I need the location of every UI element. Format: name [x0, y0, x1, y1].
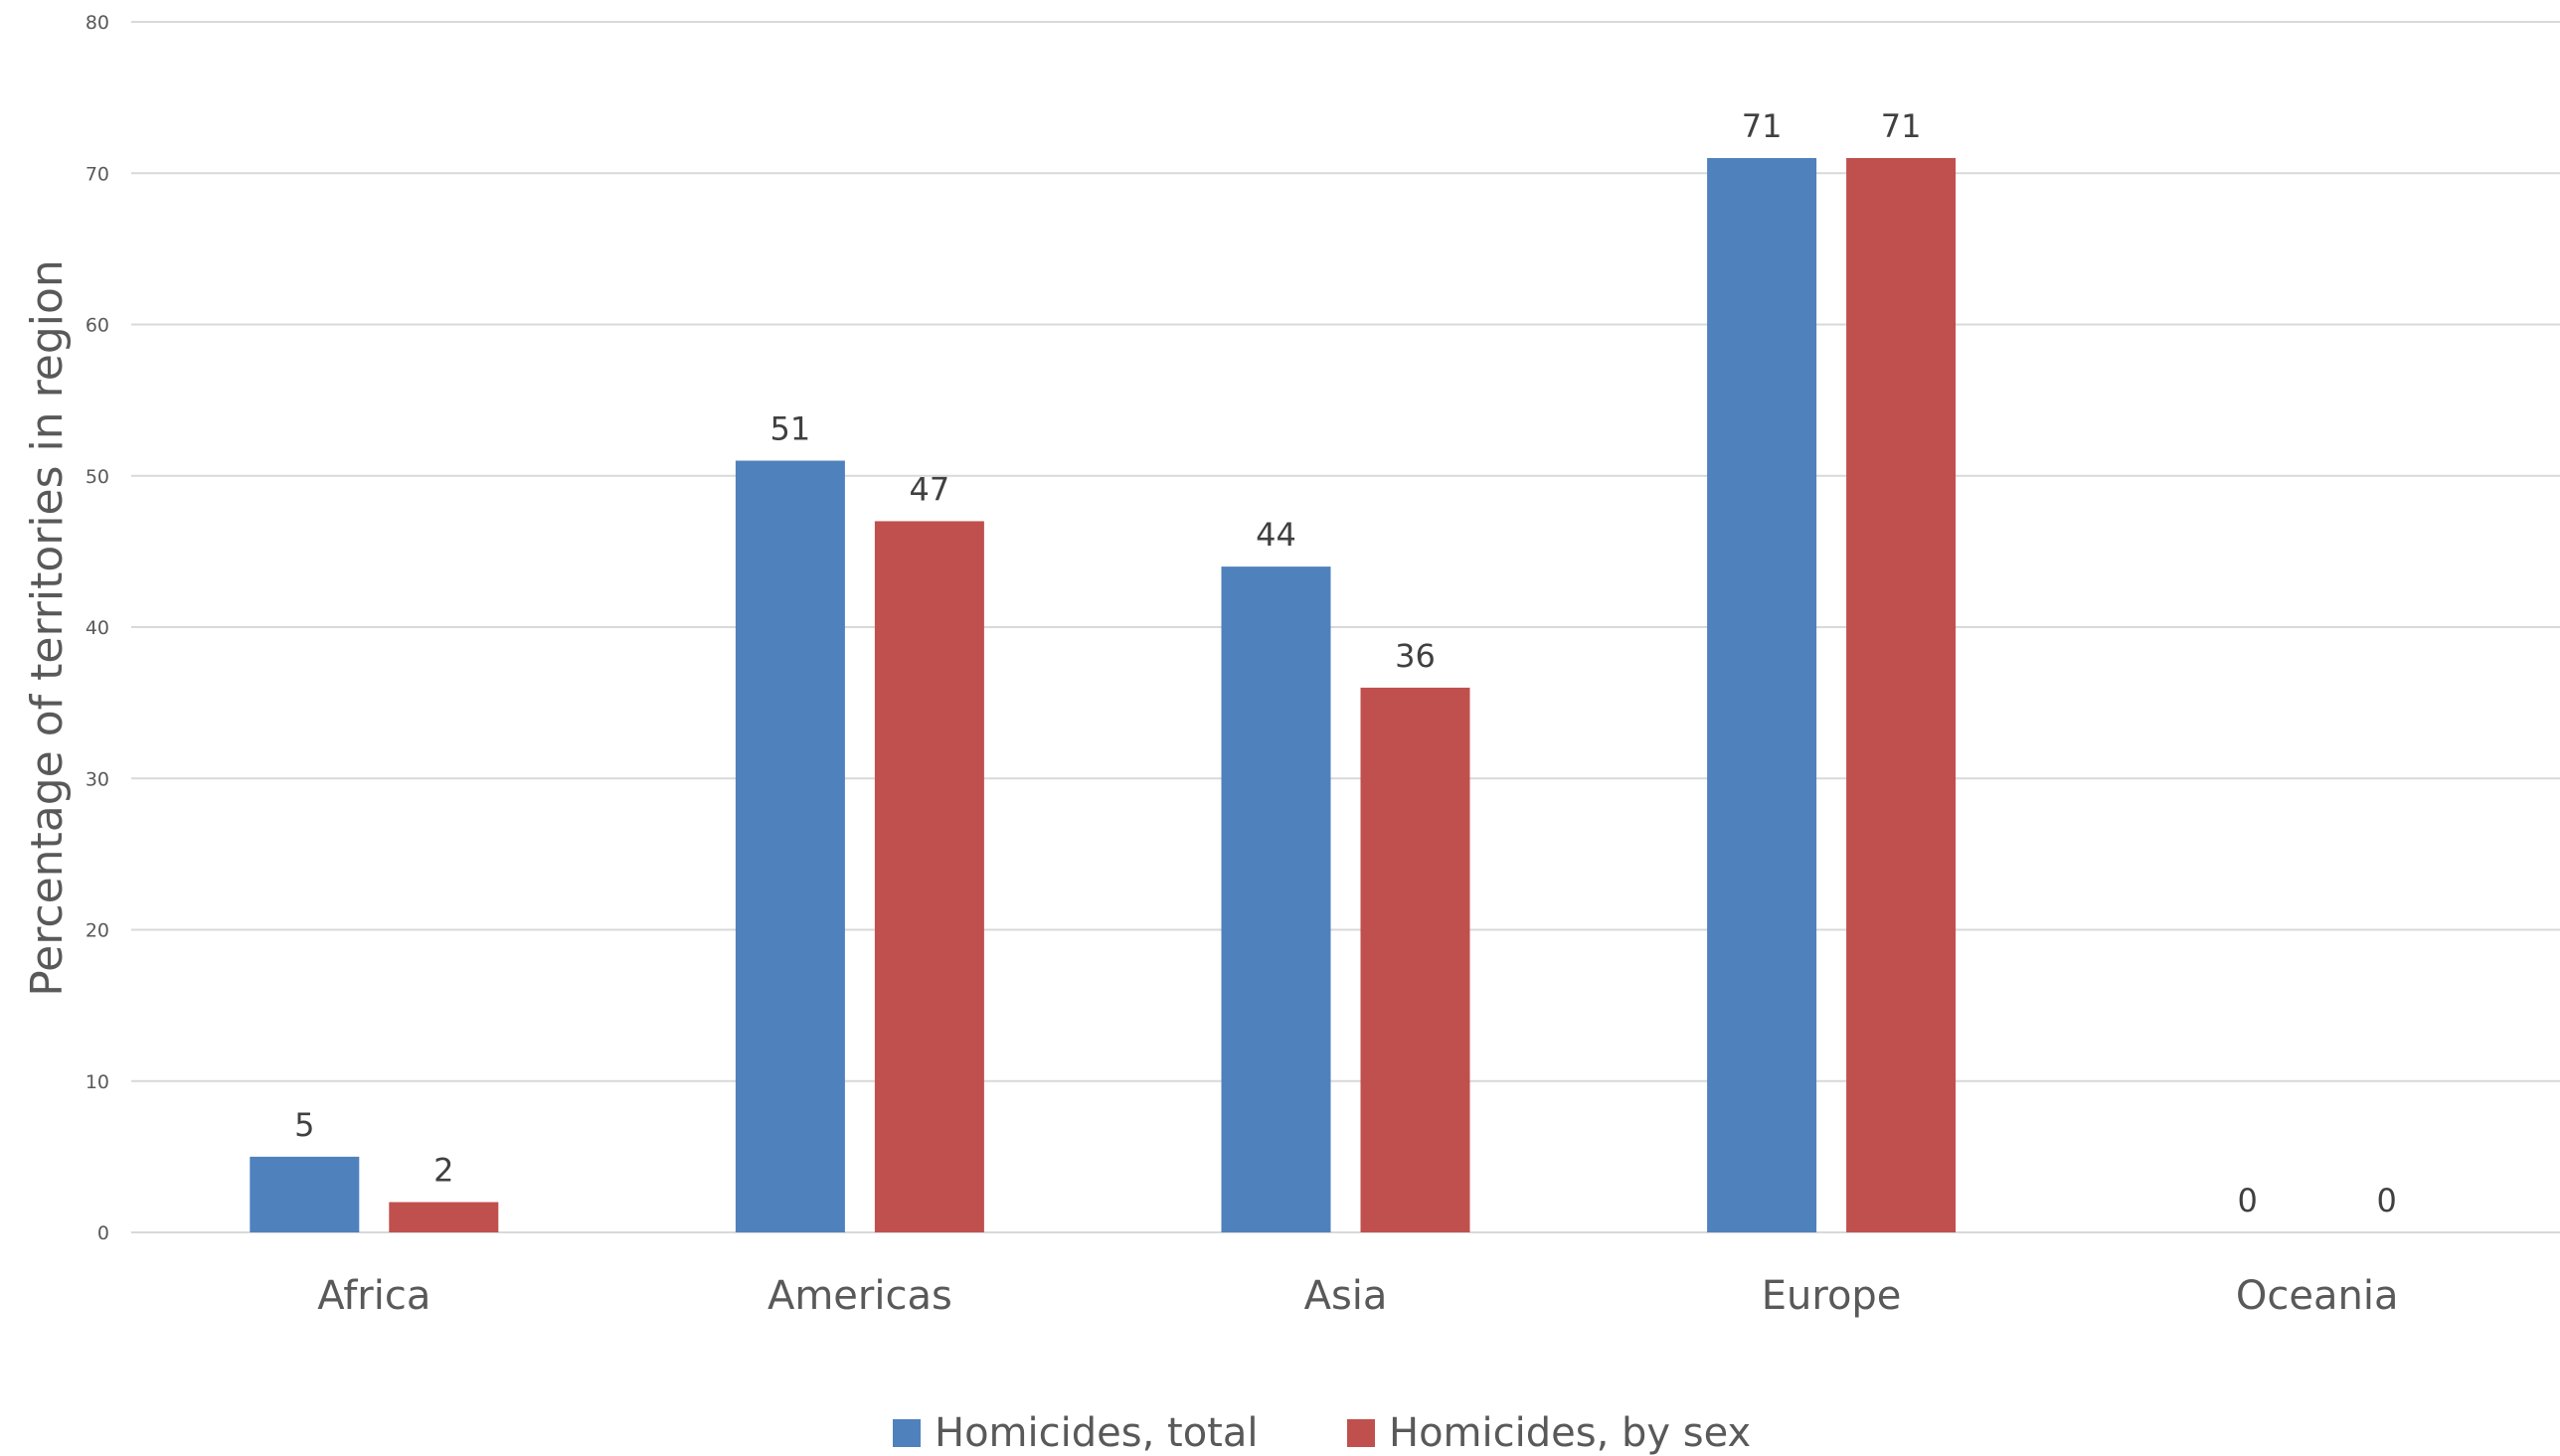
bars [250, 158, 1957, 1232]
y-tick-label: 50 [85, 466, 109, 488]
data-label: 0 [2238, 1182, 2258, 1219]
x-tick-labels: Africa Americas Asia Europe Oceania [317, 1273, 2398, 1319]
data-label: 36 [1395, 637, 1436, 675]
x-tick-label: Africa [317, 1273, 430, 1319]
bar [1360, 687, 1470, 1232]
y-tick-label: 70 [85, 163, 109, 185]
y-tick-label: 40 [85, 617, 109, 639]
x-tick-label: Asia [1304, 1273, 1388, 1319]
x-tick-label: Americas [768, 1273, 952, 1319]
legend-swatch [1347, 1419, 1375, 1447]
bar [1846, 158, 1957, 1232]
y-axis-label: Percentage of territories in region [22, 259, 73, 997]
gridlines [131, 21, 2560, 1233]
data-label: 71 [1742, 107, 1783, 145]
bar [1707, 158, 1817, 1232]
x-tick-label: Oceania [2236, 1273, 2399, 1319]
data-label: 0 [2377, 1182, 2397, 1219]
bar [389, 1202, 499, 1232]
data-labels: 5 2 51 47 44 36 71 71 0 0 [294, 107, 2397, 1219]
data-label: 71 [1881, 107, 1922, 145]
data-label: 47 [910, 470, 950, 508]
data-label: 51 [770, 410, 811, 448]
x-tick-label: Europe [1762, 1273, 1902, 1319]
bar [735, 460, 845, 1232]
y-tick-label: 60 [85, 315, 109, 337]
y-tick-label: 30 [85, 768, 109, 790]
data-label: 5 [294, 1106, 314, 1144]
legend-swatch [893, 1419, 921, 1447]
y-tick-labels: 0 10 20 30 40 50 60 70 80 [85, 12, 109, 1244]
data-label: 2 [433, 1152, 453, 1190]
bar [250, 1156, 360, 1232]
bar [874, 521, 984, 1232]
bar [1221, 566, 1331, 1232]
y-tick-label: 10 [85, 1071, 109, 1093]
legend-label: Homicides, by sex [1389, 1410, 1751, 1456]
y-tick-label: 0 [97, 1222, 109, 1244]
y-tick-label: 20 [85, 920, 109, 942]
data-label: 44 [1256, 516, 1296, 554]
legend: Homicides, total Homicides, by sex [893, 1410, 1751, 1456]
y-tick-label: 80 [85, 12, 109, 34]
legend-label: Homicides, total [935, 1410, 1258, 1456]
